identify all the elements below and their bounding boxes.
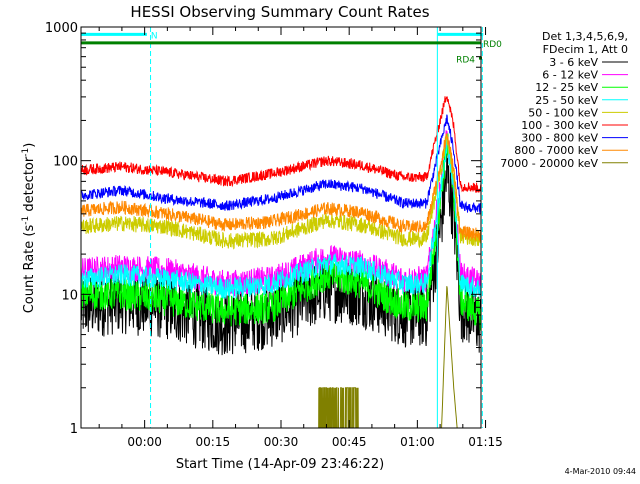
chart-title: HESSI Observing Summary Count Rates xyxy=(130,3,429,21)
legend-label-6: 300 - 800 keV xyxy=(521,132,598,145)
y-tick-label-1: 1 xyxy=(70,422,78,437)
series-line-12-25-kev xyxy=(81,133,481,331)
legend-label-2: 12 - 25 keV xyxy=(535,81,598,94)
y-axis-label-end: ) xyxy=(22,143,37,148)
legend-label-0: 3 - 6 keV xyxy=(549,56,598,69)
x-tick-label-00:15: 00:15 xyxy=(196,435,231,449)
legend-label-7: 800 - 7000 keV xyxy=(514,144,598,157)
y-tick-label-10: 10 xyxy=(61,288,78,303)
flag-label-rd4: RD4 xyxy=(456,56,475,66)
x-axis-label: Start Time (14-Apr-09 23:46:22) xyxy=(176,457,384,472)
legend-label-3: 25 - 50 keV xyxy=(535,94,598,107)
y-tick-label-100: 100 xyxy=(53,155,78,170)
series-line-300-800-kev xyxy=(81,114,481,214)
y-axis-label: Count Rate (s-1 detector-1) xyxy=(21,143,37,314)
series-line-50-100-kev xyxy=(81,133,481,250)
legend-header-1: FDecim 1, Att 0 xyxy=(543,43,628,56)
y-axis-label-sup2: -1 xyxy=(21,148,31,157)
y-axis-label-sup1: -1 xyxy=(21,216,31,225)
series-line-800-7000-kev xyxy=(81,133,481,241)
legend-label-8: 7000 - 20000 keV xyxy=(500,157,598,170)
series-line-25-50-kev xyxy=(81,133,481,299)
legend: Det 1,3,4,5,6,9,FDecim 1, Att 03 - 6 keV… xyxy=(500,30,628,170)
data-layer xyxy=(81,96,481,428)
legend-label-5: 100 - 300 keV xyxy=(521,119,598,132)
x-tick-label-00:45: 00:45 xyxy=(332,435,367,449)
y-tick-label-1000: 1000 xyxy=(45,21,78,36)
x-tick-label-01:15: 01:15 xyxy=(468,435,503,449)
legend-header-0: Det 1,3,4,5,6,9, xyxy=(542,30,628,43)
series-line-100-300-kev xyxy=(81,96,481,193)
x-tick-label-01:00: 01:00 xyxy=(400,435,435,449)
x-tick-label-00:00: 00:00 xyxy=(127,435,162,449)
legend-label-4: 50 - 100 keV xyxy=(528,106,598,119)
series-line-3-6-kev xyxy=(81,152,481,356)
legend-label-1: 6 - 12 keV xyxy=(542,69,598,82)
x-tick-label-00:30: 00:30 xyxy=(264,435,299,449)
footer-date: 4-Mar-2010 09:44 xyxy=(565,467,636,476)
y-axis-label-main: Count Rate (s xyxy=(22,225,37,314)
flag-label-n: N xyxy=(151,31,158,41)
y-axis-label-mid: detector xyxy=(22,156,37,216)
series-line-6-12-kev xyxy=(81,130,481,297)
flag-label-rd0: RD0 xyxy=(483,40,502,50)
plot-area: N RD0 RD4 00:00 00:15 00:30 00:45 01:00 01:15 1 10… xyxy=(45,21,503,449)
